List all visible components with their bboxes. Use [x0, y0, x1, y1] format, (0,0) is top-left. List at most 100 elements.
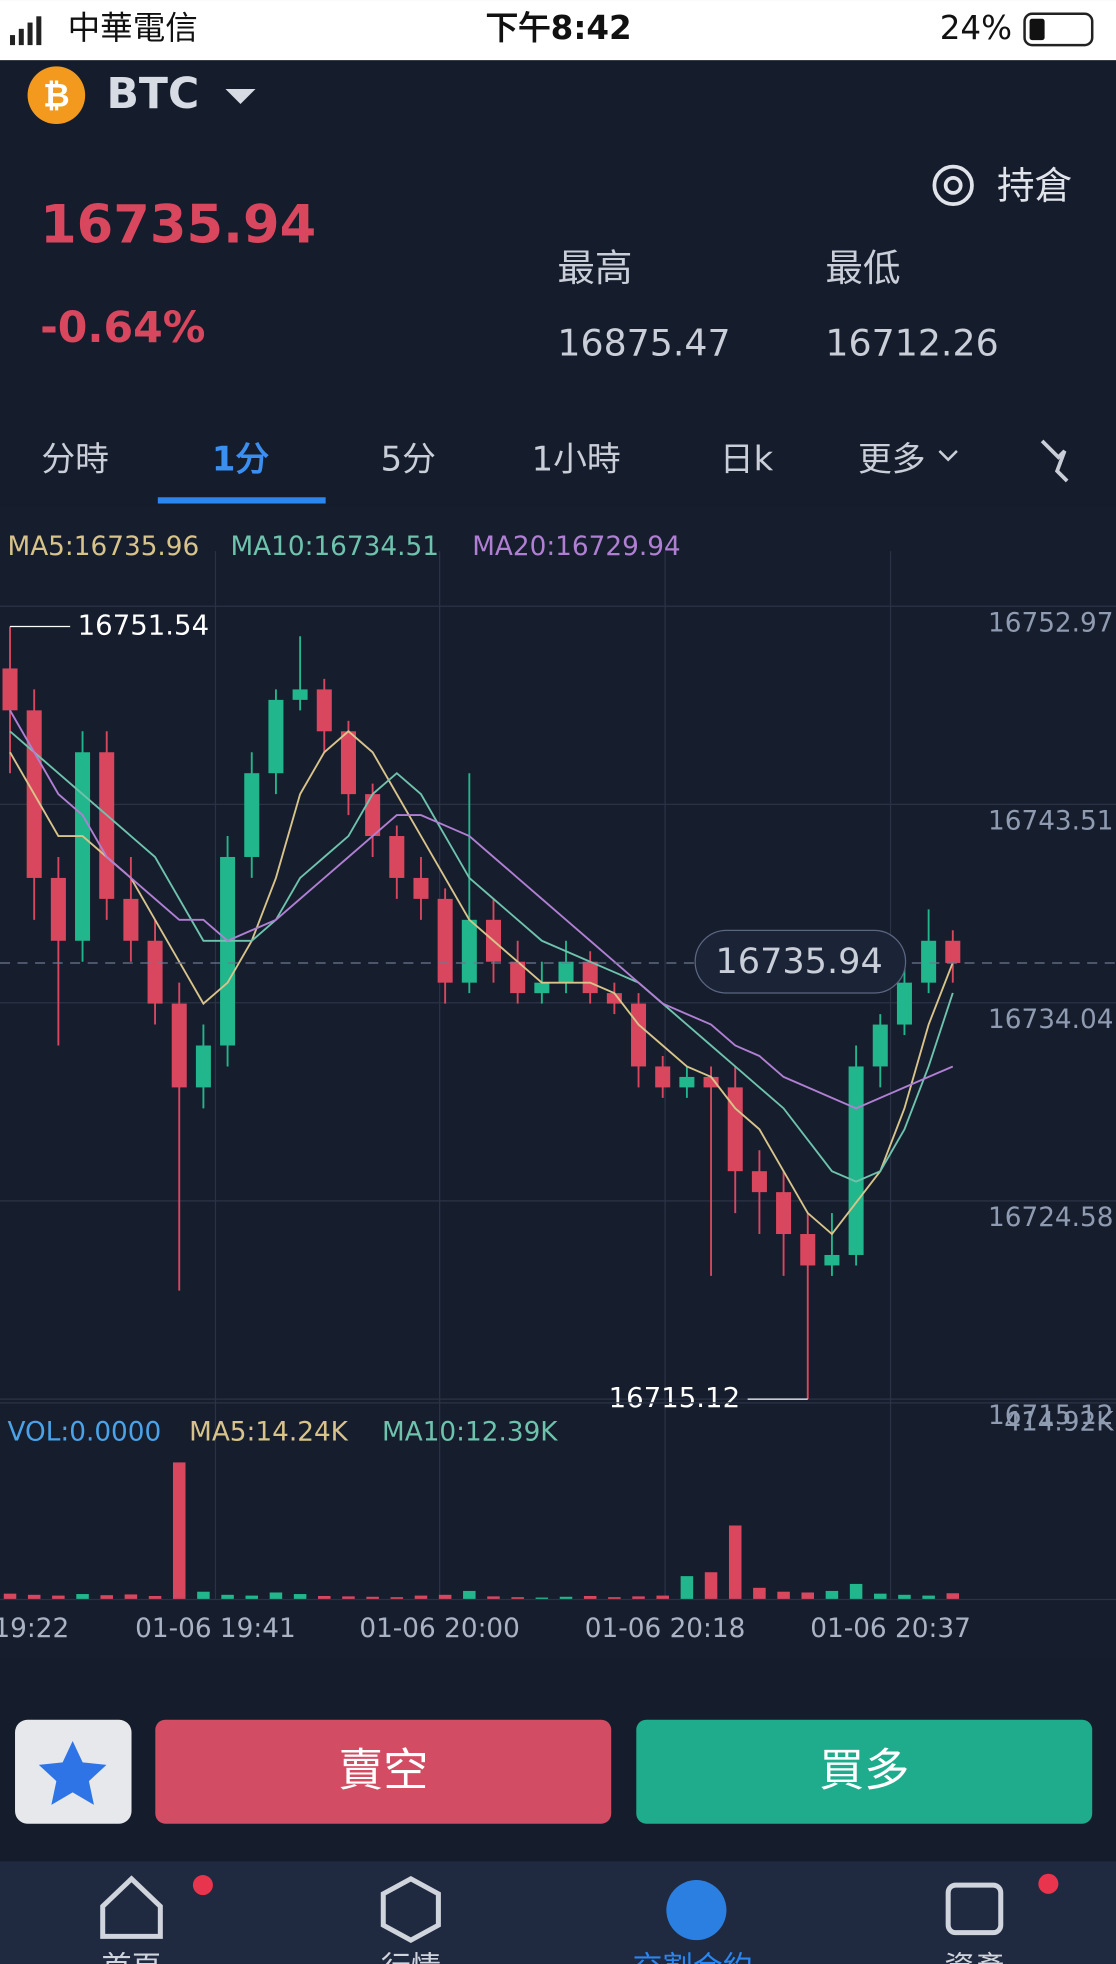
volume-bar [825, 1590, 839, 1600]
candle-body [945, 940, 961, 963]
tab-indicator [157, 497, 326, 504]
candle-body [751, 1171, 767, 1193]
chart: 16752.97 16743.51 16734.04 16724.58 16715.12… [0, 532, 1116, 1644]
battery [1023, 12, 1094, 47]
candle-body [776, 1192, 792, 1235]
candle-body [703, 1076, 719, 1088]
y-tick-label: 16752.97 [988, 608, 1113, 638]
candle-body [244, 773, 260, 857]
volume-bar [874, 1593, 887, 1600]
candle-body [437, 898, 453, 983]
home-icon[interactable] [100, 1875, 163, 1939]
signal [10, 16, 42, 46]
time-label: 01-06 20:37 [810, 1614, 971, 1644]
sell-label[interactable]: 賣空 [338, 1744, 428, 1797]
volume-bar [366, 1596, 379, 1600]
volume-bar [318, 1595, 331, 1600]
candle-body [558, 961, 574, 983]
candle-body [824, 1254, 840, 1266]
time-label: 01-06 20:00 [359, 1614, 520, 1644]
candle-body [340, 731, 356, 795]
nav-label[interactable]: 行情 [381, 1950, 441, 1964]
volume-bar [390, 1597, 404, 1600]
candle-body [896, 982, 912, 1025]
nav-label[interactable]: 資產 [944, 1950, 1004, 1964]
badge [1038, 1873, 1059, 1894]
dropdown-arrow[interactable] [225, 88, 256, 104]
last-price: 16735.94 [40, 195, 316, 256]
candle-body [510, 961, 526, 994]
candle-body [195, 1045, 211, 1088]
y-tick-label: 16743.51 [988, 806, 1113, 836]
tab[interactable]: 分時 [41, 439, 109, 478]
volume-bar [946, 1593, 960, 1600]
buy-label[interactable]: 買多 [819, 1744, 909, 1797]
volume-bar [922, 1595, 935, 1600]
volume-bar [535, 1597, 549, 1600]
nav-label[interactable]: 首頁 [101, 1950, 161, 1964]
high-value: 16875.47 [557, 322, 730, 365]
ma-legend: MA20:16729.94 [472, 532, 680, 562]
position-icon-inner[interactable] [943, 175, 963, 195]
clock: 下午8:42 [486, 9, 632, 47]
volume-bar [608, 1597, 621, 1600]
ma-line [9, 730, 954, 1236]
candle-body [268, 699, 284, 774]
ma-line [9, 709, 954, 1110]
volume-bar [559, 1596, 573, 1600]
volume-bar [3, 1593, 17, 1600]
star-icon[interactable] [38, 1741, 107, 1805]
candle-body [655, 1066, 671, 1088]
carrier: 中華電信 [68, 9, 198, 47]
volume-bar [197, 1591, 210, 1600]
more-caret [938, 450, 958, 462]
volume-bar [52, 1595, 65, 1600]
candle-body [50, 877, 66, 941]
tab[interactable]: 更多 [858, 439, 926, 478]
candle-body [220, 856, 236, 1046]
ma-legend: MA5:16735.96 [8, 532, 200, 562]
candle-body [631, 1003, 647, 1067]
low-label: 最低 [825, 246, 900, 290]
tab[interactable]: 1小時 [532, 439, 621, 478]
contract-icon[interactable] [666, 1880, 727, 1941]
y-tick-label: 16724.58 [988, 1203, 1113, 1233]
position-button[interactable]: 持倉 [997, 163, 1072, 207]
sell-button[interactable] [155, 1719, 612, 1824]
volume-bar [342, 1596, 355, 1600]
volume-bar [849, 1583, 863, 1600]
volume-bar [898, 1594, 911, 1600]
candle-body [147, 940, 163, 1004]
volume-bar [801, 1592, 815, 1600]
candle-body [534, 982, 550, 994]
candle-body [292, 689, 308, 700]
chart-area [0, 506, 1116, 1659]
tab[interactable]: 5分 [381, 439, 436, 478]
tabs: 分時 1分 5分 1小時 日k 更多 [41, 439, 958, 504]
volume-bar [100, 1595, 113, 1600]
candle-body [365, 794, 381, 837]
asset-icon[interactable] [945, 1882, 1004, 1936]
candle-body [872, 1024, 888, 1067]
bottom-nav [0, 1861, 1116, 1964]
candle-body [727, 1087, 743, 1172]
high-label: 最高 [557, 246, 632, 290]
volume-tick-label: 414.92K [1004, 1407, 1114, 1437]
symbol[interactable]: BTC [106, 69, 199, 119]
tab[interactable]: 1分 [212, 439, 270, 478]
candle-body [123, 898, 139, 941]
market-icon[interactable] [380, 1875, 441, 1944]
tab[interactable]: 日k [720, 439, 774, 478]
volume-bar [487, 1596, 500, 1600]
time-label: 01-06 20:18 [585, 1614, 746, 1644]
volume-bar [414, 1595, 428, 1600]
buy-button[interactable] [636, 1719, 1093, 1824]
nav-label[interactable]: 交割合約 [633, 1950, 753, 1964]
candle-body [461, 919, 477, 983]
y-tick-label: 16715.12 [988, 1401, 1113, 1431]
volume-bar [124, 1594, 138, 1600]
candle-body [75, 752, 91, 941]
position-icon[interactable] [932, 164, 974, 207]
settings-icon[interactable] [1040, 439, 1069, 483]
current-price-bubble [694, 929, 907, 994]
